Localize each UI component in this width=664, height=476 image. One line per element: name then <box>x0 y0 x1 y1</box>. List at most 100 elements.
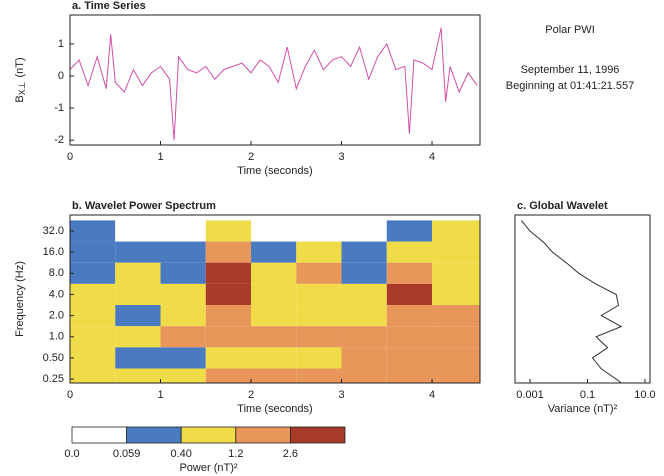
x-tick-label: 0 <box>67 151 73 163</box>
power-cell <box>386 220 433 242</box>
x-tick-label: 0.001 <box>516 389 544 401</box>
power-cell <box>70 283 116 306</box>
colorbar-tick-label: 0.059 <box>113 448 141 460</box>
y-tick-label: 0 <box>58 70 64 82</box>
y-axis-label-unit: (nT) <box>14 57 26 77</box>
y-tick-label: 1 <box>58 38 64 50</box>
y-tick-label: 8.0 <box>49 267 64 279</box>
plot-frame <box>514 214 651 384</box>
y-axis-label-sub: X⊥ <box>17 81 27 95</box>
colorbar-tick-label: 0.0 <box>64 448 79 460</box>
colorbar-label: Power (nT)² <box>179 462 237 474</box>
power-cell <box>115 368 161 383</box>
power-cell <box>341 368 387 383</box>
power-cell <box>205 368 252 383</box>
power-cell <box>160 241 206 263</box>
power-cell <box>205 347 252 369</box>
y-tick-label: -1 <box>54 102 64 114</box>
power-cell <box>296 220 342 242</box>
x-tick-label: 1 <box>157 389 163 401</box>
panel-title: a. Time Series <box>72 0 146 12</box>
power-cell <box>341 220 387 242</box>
power-cell <box>341 326 387 348</box>
power-cell <box>386 241 433 263</box>
y-tick-label: 0.25 <box>43 373 64 385</box>
x-axis-label: Variance (nT)² <box>548 403 618 415</box>
y-tick-label: 2.0 <box>49 310 64 322</box>
y-axis-label-main: B <box>14 95 26 102</box>
x-tick-label: 1 <box>157 151 163 163</box>
plot-frame <box>69 14 481 146</box>
x-tick-label: 0.1 <box>580 389 595 401</box>
x-axis-label: Time (seconds) <box>237 403 312 415</box>
power-cell <box>386 305 433 327</box>
power-cell <box>70 241 116 263</box>
colorbar-tick-label: 1.2 <box>228 448 243 460</box>
power-cell <box>432 262 480 284</box>
power-cell <box>160 368 206 383</box>
power-cell <box>70 347 116 369</box>
x-tick-label: 2 <box>248 389 254 401</box>
panel-title: c. Global Wavelet <box>517 200 608 212</box>
colorbar-swatch <box>180 426 237 444</box>
power-cell <box>160 220 206 242</box>
y-tick-label: -2 <box>54 134 64 146</box>
power-cell <box>341 305 387 327</box>
colorbar-swatch <box>71 426 127 444</box>
power-cell <box>115 241 161 263</box>
power-cell <box>160 347 206 369</box>
colorbar-tick-label: 0.40 <box>170 448 191 460</box>
power-cell <box>70 326 116 348</box>
power-cell <box>115 305 161 327</box>
power-cell <box>296 262 342 284</box>
annotation: September 11, 1996 <box>521 64 620 76</box>
y-axis-label: Frequency (Hz) <box>14 261 26 337</box>
power-cell <box>341 347 387 369</box>
power-cell <box>386 347 433 369</box>
power-cell <box>70 368 116 383</box>
power-cell <box>432 347 480 369</box>
y-tick-label: 0.50 <box>43 352 64 364</box>
x-tick-label: 3 <box>338 151 344 163</box>
annotation: Beginning at 01:41:21.557 <box>506 80 634 92</box>
colorbar-swatch <box>289 426 346 444</box>
power-cell <box>251 283 297 306</box>
power-cell <box>251 305 297 327</box>
data-line <box>69 27 478 141</box>
x-tick-label: 0 <box>67 389 73 401</box>
x-tick-label: 4 <box>429 389 435 401</box>
y-tick-label: 4.0 <box>49 288 64 300</box>
power-cell <box>296 368 342 383</box>
x-tick-label: 4 <box>429 151 435 163</box>
power-cell <box>70 220 116 242</box>
power-cell <box>341 283 387 306</box>
power-cell <box>160 262 206 284</box>
power-cell <box>386 262 433 284</box>
power-cell <box>115 347 161 369</box>
power-cell <box>296 283 342 306</box>
x-tick-label: 3 <box>338 389 344 401</box>
x-tick-label: 2 <box>248 151 254 163</box>
power-cell <box>296 305 342 327</box>
power-cell <box>160 326 206 348</box>
power-cell <box>205 283 252 306</box>
y-axis-label: BX⊥ (nT) <box>14 57 27 102</box>
power-cell <box>386 283 433 306</box>
power-cell <box>432 368 480 383</box>
power-cell <box>251 368 297 383</box>
plot-frame <box>69 214 481 384</box>
power-cell <box>115 283 161 306</box>
power-cell <box>251 326 297 348</box>
power-cell <box>432 220 480 242</box>
power-cell <box>160 283 206 306</box>
data-line <box>521 220 623 384</box>
power-cell <box>205 262 252 284</box>
power-cell <box>205 220 252 242</box>
power-cell <box>296 347 342 369</box>
power-cell <box>251 220 297 242</box>
power-cell <box>386 326 433 348</box>
power-cell <box>341 241 387 263</box>
power-cell <box>341 262 387 284</box>
x-tick-label: 10.0 <box>634 389 655 401</box>
